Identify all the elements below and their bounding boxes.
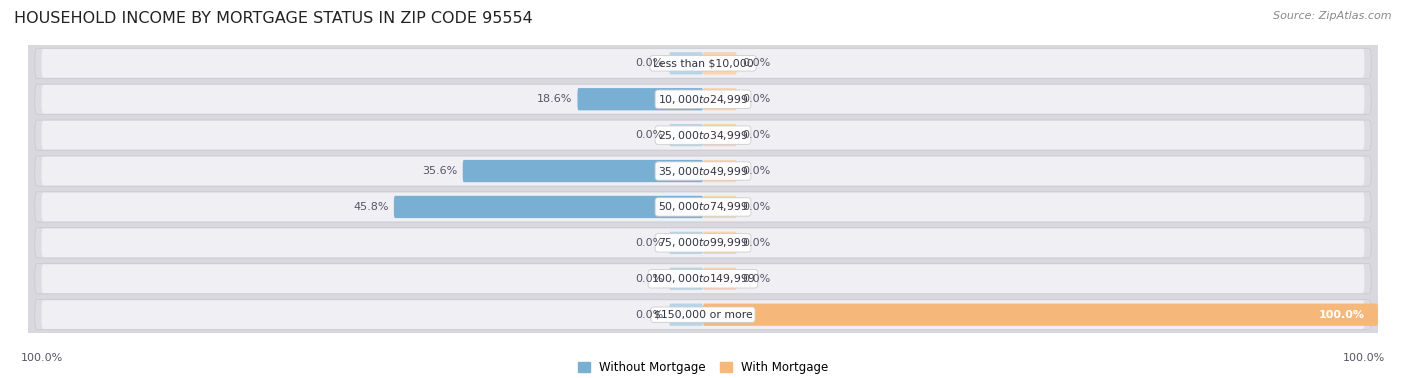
Text: 0.0%: 0.0% bbox=[636, 310, 664, 320]
FancyBboxPatch shape bbox=[42, 265, 1364, 293]
FancyBboxPatch shape bbox=[669, 304, 703, 326]
FancyBboxPatch shape bbox=[35, 300, 1371, 330]
FancyBboxPatch shape bbox=[669, 52, 703, 74]
Text: 0.0%: 0.0% bbox=[636, 130, 664, 140]
Text: 0.0%: 0.0% bbox=[636, 238, 664, 248]
Text: 100.0%: 100.0% bbox=[1343, 353, 1385, 363]
Text: 0.0%: 0.0% bbox=[742, 94, 770, 104]
Text: $10,000 to $24,999: $10,000 to $24,999 bbox=[658, 93, 748, 106]
FancyBboxPatch shape bbox=[669, 232, 703, 254]
FancyBboxPatch shape bbox=[703, 52, 737, 74]
Text: 35.6%: 35.6% bbox=[422, 166, 457, 176]
FancyBboxPatch shape bbox=[35, 84, 1371, 114]
FancyBboxPatch shape bbox=[42, 193, 1364, 222]
FancyBboxPatch shape bbox=[42, 300, 1364, 329]
FancyBboxPatch shape bbox=[703, 232, 737, 254]
Text: $25,000 to $34,999: $25,000 to $34,999 bbox=[658, 129, 748, 142]
Text: 0.0%: 0.0% bbox=[636, 274, 664, 284]
Text: 0.0%: 0.0% bbox=[742, 274, 770, 284]
FancyBboxPatch shape bbox=[669, 268, 703, 290]
FancyBboxPatch shape bbox=[669, 124, 703, 146]
Text: $100,000 to $149,999: $100,000 to $149,999 bbox=[651, 272, 755, 285]
Text: HOUSEHOLD INCOME BY MORTGAGE STATUS IN ZIP CODE 95554: HOUSEHOLD INCOME BY MORTGAGE STATUS IN Z… bbox=[14, 11, 533, 26]
Text: 0.0%: 0.0% bbox=[742, 130, 770, 140]
FancyBboxPatch shape bbox=[463, 160, 703, 182]
Text: 45.8%: 45.8% bbox=[353, 202, 388, 212]
Text: $35,000 to $49,999: $35,000 to $49,999 bbox=[658, 164, 748, 178]
Text: $150,000 or more: $150,000 or more bbox=[654, 310, 752, 320]
FancyBboxPatch shape bbox=[703, 160, 737, 182]
FancyBboxPatch shape bbox=[703, 304, 1378, 326]
Text: 0.0%: 0.0% bbox=[742, 58, 770, 68]
Legend: Without Mortgage, With Mortgage: Without Mortgage, With Mortgage bbox=[574, 356, 832, 378]
Text: 18.6%: 18.6% bbox=[537, 94, 572, 104]
Text: 100.0%: 100.0% bbox=[21, 353, 63, 363]
FancyBboxPatch shape bbox=[42, 157, 1364, 186]
FancyBboxPatch shape bbox=[42, 49, 1364, 78]
Text: $50,000 to $74,999: $50,000 to $74,999 bbox=[658, 200, 748, 214]
FancyBboxPatch shape bbox=[35, 48, 1371, 78]
FancyBboxPatch shape bbox=[394, 196, 703, 218]
FancyBboxPatch shape bbox=[42, 228, 1364, 257]
FancyBboxPatch shape bbox=[35, 192, 1371, 222]
Text: 0.0%: 0.0% bbox=[742, 166, 770, 176]
Text: Source: ZipAtlas.com: Source: ZipAtlas.com bbox=[1274, 11, 1392, 21]
Text: 0.0%: 0.0% bbox=[636, 58, 664, 68]
FancyBboxPatch shape bbox=[703, 88, 737, 110]
FancyBboxPatch shape bbox=[35, 264, 1371, 294]
FancyBboxPatch shape bbox=[42, 85, 1364, 114]
FancyBboxPatch shape bbox=[703, 268, 737, 290]
FancyBboxPatch shape bbox=[42, 121, 1364, 150]
Text: 100.0%: 100.0% bbox=[1319, 310, 1364, 320]
FancyBboxPatch shape bbox=[578, 88, 703, 110]
Text: Less than $10,000: Less than $10,000 bbox=[652, 58, 754, 68]
FancyBboxPatch shape bbox=[703, 196, 737, 218]
FancyBboxPatch shape bbox=[35, 156, 1371, 186]
Text: 0.0%: 0.0% bbox=[742, 202, 770, 212]
Text: 0.0%: 0.0% bbox=[742, 238, 770, 248]
FancyBboxPatch shape bbox=[35, 120, 1371, 150]
Text: $75,000 to $99,999: $75,000 to $99,999 bbox=[658, 236, 748, 249]
FancyBboxPatch shape bbox=[35, 228, 1371, 258]
FancyBboxPatch shape bbox=[703, 124, 737, 146]
